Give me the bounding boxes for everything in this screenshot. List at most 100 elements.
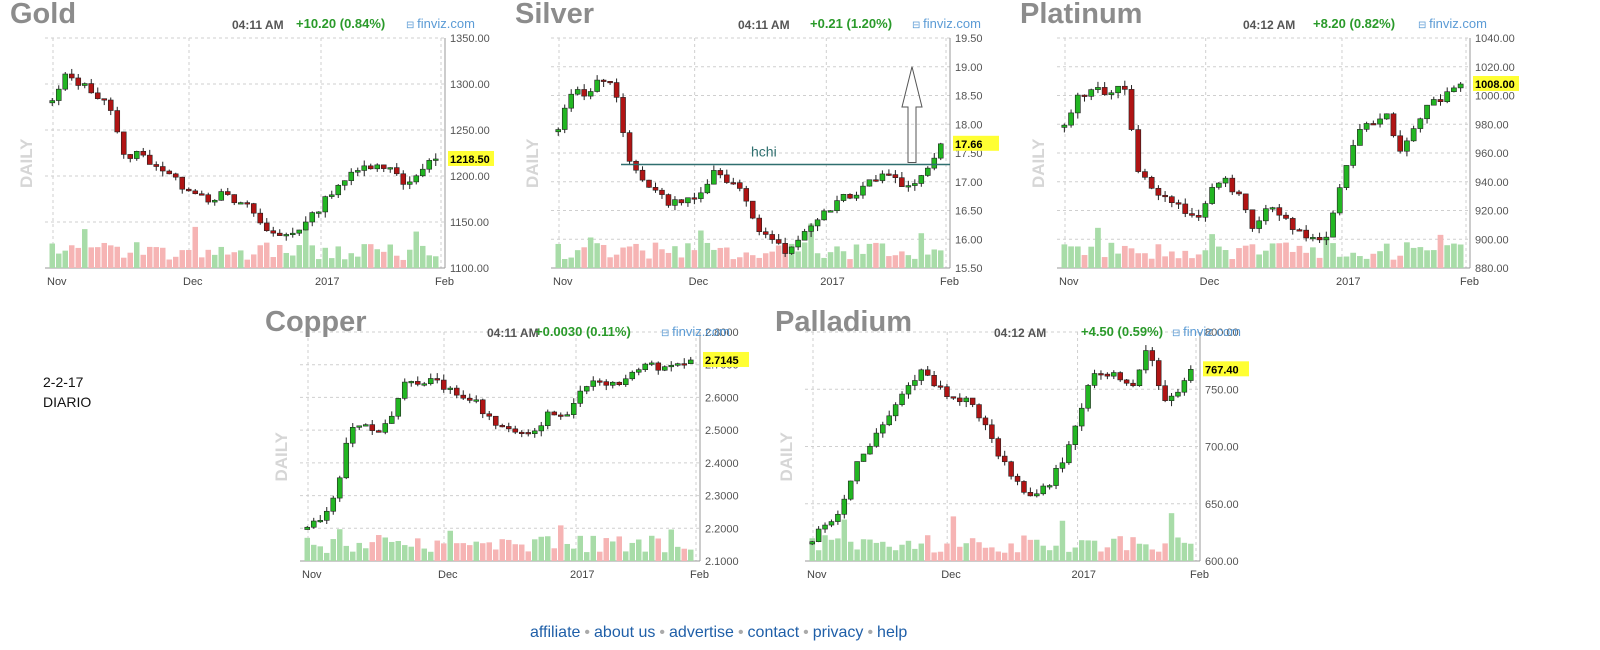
palladium-candle [1001, 455, 1008, 463]
finviz-logo-icon: ⊟ [1418, 20, 1430, 31]
platinum-brand-text[interactable]: finviz.com [1429, 16, 1487, 31]
copper-last-price-tag [703, 351, 749, 367]
copper-brand-text[interactable]: finviz.com [672, 324, 730, 339]
silver-volume-bar [840, 251, 847, 268]
platinum-candle [1175, 202, 1182, 205]
gold-candle [107, 99, 114, 111]
platinum-volume-bar [1303, 252, 1310, 268]
platinum-volume-bar [1263, 250, 1269, 268]
gold-brand-text[interactable]: finviz.com [417, 16, 475, 31]
copper-volume-bar [389, 541, 395, 561]
palladium-volume-bar [969, 538, 976, 561]
gold-volume-bar [407, 249, 413, 268]
gold-volume-bar [238, 250, 244, 268]
palladium-candle [1072, 425, 1079, 445]
silver-candle [652, 187, 659, 191]
footer-link-help[interactable]: help [877, 624, 908, 641]
silver-volume-bar [847, 259, 853, 268]
palladium-candle [924, 369, 931, 376]
silver-volume-bar [931, 249, 938, 268]
copper-finviz-link[interactable]: ⊟ finviz.com [661, 324, 730, 339]
gold-volume-bar [361, 244, 367, 268]
copper-volume-bar [584, 552, 590, 561]
palladium-candle [963, 397, 969, 403]
gold-volume-bar [225, 254, 231, 268]
silver-volume-bar [561, 258, 568, 268]
footer-link-contact[interactable]: contact [747, 624, 800, 641]
gold-last-price-tag [448, 150, 494, 166]
palladium-candle [1168, 395, 1175, 401]
copper-y-tick-label: 2.6000 [705, 392, 739, 404]
silver-brand-text[interactable]: finviz.com [923, 16, 981, 31]
platinum-chart-title: Platinum [1020, 0, 1143, 30]
palladium-volume-bar [976, 542, 982, 561]
gold-timestamp: 04:11 AM [232, 18, 284, 32]
palladium-x-tick-label: Dec [941, 569, 961, 581]
copper-candle [681, 363, 688, 366]
silver-candle [568, 93, 574, 109]
copper-timestamp: 04:11 AM [487, 326, 539, 340]
gold-candle [426, 160, 433, 170]
palladium-volume-bar [905, 540, 912, 561]
gold-y-tick-label: 1150.00 [450, 217, 489, 229]
silver-volume-bar [873, 242, 879, 268]
silver-volume-bar [665, 252, 672, 268]
silver-candle [626, 132, 633, 162]
copper-candle [369, 424, 376, 431]
copper-x-tick-label: Nov [302, 569, 322, 581]
palladium-finviz-link[interactable]: ⊟ finviz.com [1172, 324, 1241, 339]
platinum-volume-bar [1101, 257, 1108, 268]
palladium-chart-title: Palladium [775, 306, 912, 338]
gold-volume-bar [75, 247, 81, 268]
gold-volume-bar [192, 226, 198, 268]
silver-volume-bar [613, 254, 620, 268]
footer-link-about-us[interactable]: about us [594, 624, 656, 641]
copper-candle [336, 477, 343, 499]
copper-chart-svg: 2.80002.70002.60002.50002.40002.30002.20… [272, 327, 749, 581]
copper-y-tick-label: 2.2000 [705, 523, 739, 535]
platinum-finviz-link[interactable]: ⊟ finviz.com [1418, 16, 1487, 31]
copper-volume-bar [447, 530, 453, 561]
copper-candle [479, 399, 486, 415]
gold-finviz-link[interactable]: ⊟ finviz.com [406, 16, 475, 31]
gold-volume-bar [394, 255, 400, 268]
silver-finviz-link[interactable]: ⊟ finviz.com [912, 16, 981, 31]
platinum-y-tick-label: 920.00 [1475, 206, 1509, 218]
footer-link-affiliate[interactable]: affiliate [530, 624, 581, 641]
gold-candles [49, 68, 439, 241]
silver-trend-label: hchi [751, 144, 777, 160]
gold-volume-bar [335, 246, 341, 268]
silver-volume-bar [698, 230, 704, 268]
footer-link-privacy[interactable]: privacy [812, 624, 864, 641]
copper-volume-bar [571, 548, 577, 561]
gold-volume-bar [264, 242, 270, 268]
gold-candle [244, 202, 251, 205]
platinum-volume-bar [1363, 258, 1370, 268]
palladium-candle [1188, 369, 1194, 381]
silver-candle [918, 175, 925, 184]
copper-volume-bar [558, 525, 564, 561]
silver-volume-bar [607, 257, 613, 268]
palladium-brand-text[interactable]: finviz.com [1183, 324, 1241, 339]
gold-candle [374, 164, 381, 170]
palladium-volume-bar [835, 538, 841, 561]
palladium-volume-bar [982, 547, 989, 561]
copper-volume-bar [467, 545, 473, 561]
gold-volume-bar [400, 259, 406, 268]
platinum-candles [1061, 80, 1464, 245]
palladium-volume-bar [841, 519, 847, 561]
gold-x-tick-label: Feb [435, 276, 454, 288]
copper-candle [661, 366, 668, 371]
platinum-volume-bar [1249, 244, 1256, 268]
footer-link-advertise[interactable]: advertise [669, 624, 734, 641]
platinum-volume-bar [1296, 245, 1303, 268]
platinum-candle [1417, 118, 1424, 129]
gold-volume-bar [212, 254, 218, 268]
gold-candle [205, 194, 212, 203]
silver-volume-bar [860, 253, 866, 268]
gold-last-price: 1218.50 [450, 154, 490, 166]
platinum-y-tick-label: 940.00 [1475, 177, 1509, 189]
platinum-x-tick-label: Dec [1200, 276, 1220, 288]
palladium-volume-bar [918, 543, 924, 561]
platinum-candle [1236, 191, 1242, 195]
